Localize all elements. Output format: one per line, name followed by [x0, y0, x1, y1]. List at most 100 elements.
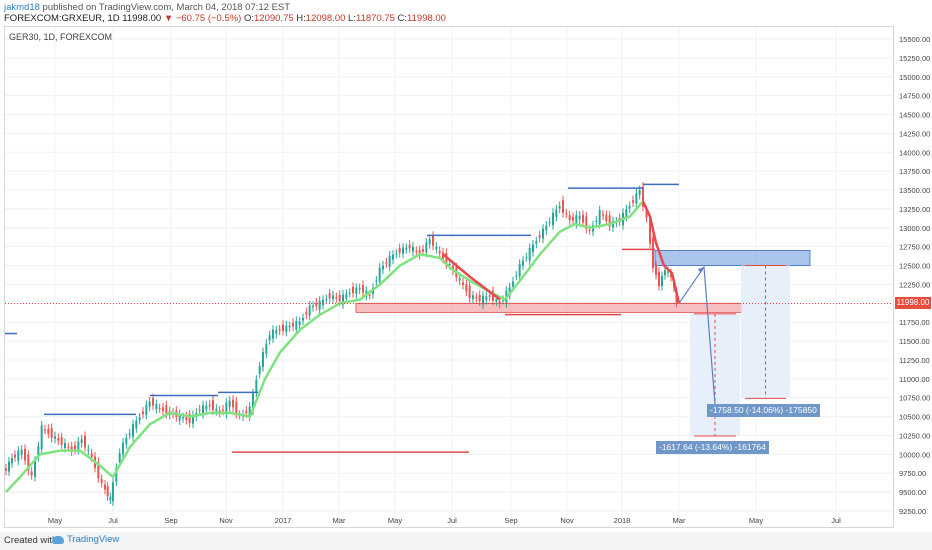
- candle-body: [20, 449, 23, 455]
- candle-body: [632, 200, 634, 203]
- ohlc-line: FOREXCOM:GRXEUR, 1D 11998.00 ▼ −60.75 (−…: [4, 13, 446, 24]
- high-label: H:: [296, 13, 306, 24]
- candle-body: [575, 215, 578, 224]
- candle-body: [332, 295, 334, 300]
- candle-body: [222, 409, 224, 411]
- chart-canvas[interactable]: 15500.00 15250.00 15000.00 14750.00 14500.00…: [0, 0, 932, 532]
- moving-average-green: [5, 200, 644, 493]
- zone-red: [355, 302, 743, 313]
- publish-info: jakmd18 published on TradingView.com, Ma…: [4, 2, 290, 13]
- candle-body: [268, 335, 271, 341]
- candle-body: [335, 297, 338, 299]
- price-tick-label: 11000.00: [899, 375, 930, 384]
- footer-created-text: Created with: [4, 535, 58, 546]
- candle-body: [282, 324, 284, 331]
- candle-body: [652, 237, 654, 269]
- candle-body: [106, 486, 109, 497]
- candle-body: [645, 210, 648, 218]
- change-text: ▼ −60.75 (−0.5%): [163, 13, 242, 24]
- time-tick-label: Mar: [333, 516, 346, 525]
- candle-body: [515, 275, 518, 277]
- candle-body: [562, 200, 564, 213]
- candle-body: [77, 441, 80, 451]
- candle-body: [462, 282, 464, 285]
- zone-blue: [654, 250, 811, 266]
- candle-body: [382, 265, 384, 270]
- price-tick-label: 9750.00: [899, 469, 926, 478]
- candle-body: [258, 366, 261, 374]
- candle-body: [322, 299, 324, 305]
- candle-body: [432, 235, 434, 246]
- candle-body: [235, 401, 238, 415]
- candle-body: [608, 215, 611, 227]
- candle-body: [288, 325, 291, 328]
- candle-body: [50, 427, 53, 438]
- chart-header: jakmd18 published on TradingView.com, Ma…: [0, 0, 932, 26]
- close-label: C:: [397, 13, 408, 24]
- candle-body: [97, 461, 100, 479]
- moving-average-red-segment: [442, 253, 501, 301]
- candle-body: [388, 255, 391, 267]
- candle-body: [138, 417, 141, 420]
- price-tick-label: 11750.00: [899, 318, 930, 327]
- candle-body: [47, 428, 50, 434]
- candle-body: [582, 214, 584, 223]
- candle-body: [312, 305, 314, 308]
- candle-body: [638, 190, 641, 196]
- candle-body: [422, 249, 424, 252]
- candle-body: [218, 410, 221, 413]
- candle-body: [395, 253, 398, 255]
- candle-body: [104, 484, 106, 490]
- candle-body: [40, 425, 43, 450]
- candle-body: [67, 447, 70, 449]
- candle-body: [362, 284, 364, 293]
- candle-body: [528, 247, 531, 261]
- candle-body: [664, 270, 666, 276]
- candle-body: [558, 205, 561, 209]
- price-tick-label: 9250.00: [899, 507, 926, 516]
- candle-body: [518, 263, 521, 277]
- candle-body: [532, 244, 534, 253]
- candle-body: [405, 247, 408, 250]
- candle-body: [545, 225, 548, 231]
- author-link[interactable]: jakmd18: [4, 2, 40, 13]
- candle-body: [495, 299, 498, 302]
- candle-body: [285, 325, 288, 332]
- candle-body: [34, 460, 36, 478]
- candle-body: [667, 271, 669, 273]
- candle-body: [188, 414, 191, 423]
- candle-body: [358, 288, 361, 290]
- candle-body: [670, 273, 672, 277]
- candle-body: [542, 228, 544, 239]
- candle-body: [27, 454, 30, 471]
- symbol-text: FOREXCOM:GRXEUR, 1D: [4, 13, 120, 24]
- candle-body: [30, 471, 33, 476]
- candle-body: [525, 257, 528, 259]
- candle-body: [158, 408, 161, 410]
- candle-body: [472, 295, 474, 300]
- measure-label-upper: -1758.50 (-14.06%) -175850: [707, 404, 820, 417]
- price-tick-label: 15250.00: [899, 54, 930, 63]
- candle-body: [345, 293, 348, 299]
- candle-body: [378, 267, 381, 282]
- moving-average-red: [641, 200, 681, 304]
- candle-body: [128, 433, 131, 435]
- candle-body: [408, 244, 411, 249]
- candle-body: [262, 352, 264, 368]
- candle-body: [255, 379, 258, 393]
- candle-body: [625, 209, 628, 217]
- candle-body: [565, 213, 568, 215]
- candle-body: [80, 439, 83, 444]
- candle-body: [100, 479, 103, 483]
- candle-body: [60, 437, 63, 445]
- candle-body: [355, 287, 358, 295]
- candle-body: [135, 420, 138, 429]
- open-label: O:: [243, 13, 255, 24]
- candle-body: [552, 212, 554, 226]
- candle-body: [208, 404, 211, 407]
- footer: Created with TradingView: [0, 532, 932, 550]
- candle-body: [17, 450, 20, 461]
- price-tick-label: 13500.00: [899, 186, 930, 195]
- candle-body: [328, 293, 331, 299]
- tradingview-logo[interactable]: TradingView: [52, 534, 119, 545]
